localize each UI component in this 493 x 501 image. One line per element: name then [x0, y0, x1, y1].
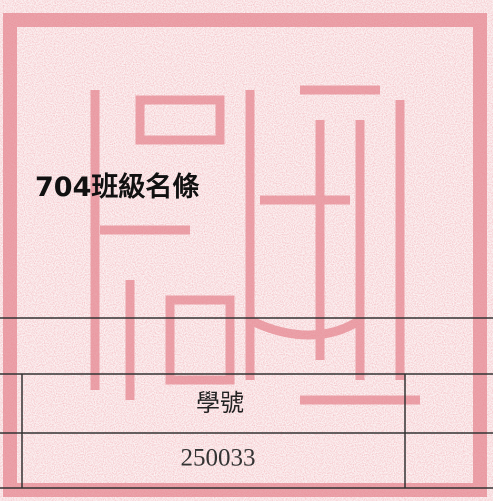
- title: 704班級名條: [35, 171, 199, 203]
- student-id: 250033: [181, 445, 256, 472]
- header-cell: 學號: [196, 389, 244, 417]
- table: [0, 317, 493, 489]
